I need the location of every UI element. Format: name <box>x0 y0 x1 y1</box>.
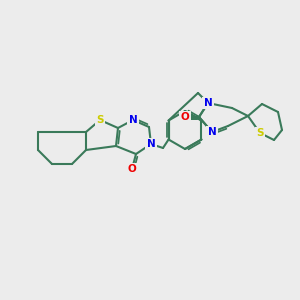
Text: S: S <box>96 115 104 125</box>
Text: N: N <box>204 98 212 108</box>
Text: N: N <box>129 115 137 125</box>
Text: O: O <box>181 112 189 122</box>
Text: N: N <box>208 127 216 137</box>
Text: N: N <box>147 139 155 149</box>
Text: O: O <box>128 164 136 174</box>
Text: S: S <box>256 128 264 138</box>
